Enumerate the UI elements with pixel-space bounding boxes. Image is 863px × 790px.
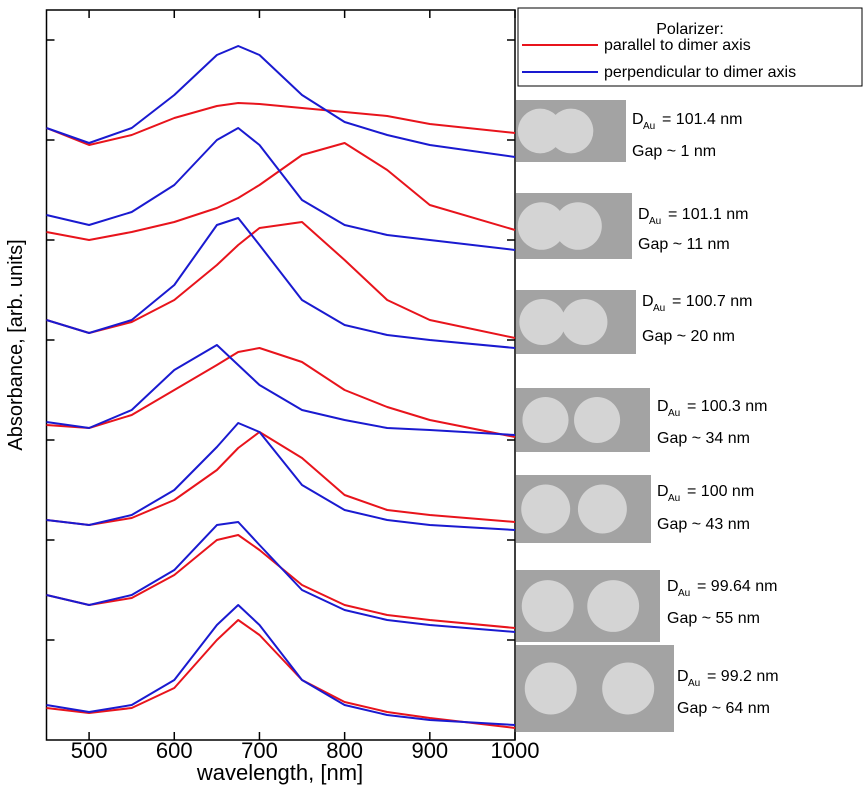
panel-gap: Gap ~ 20 nm [642,328,735,345]
particle [587,580,640,632]
panel-gap: Gap ~ 1 nm [632,143,716,160]
particle [602,662,655,715]
panel-gap: Gap ~ 64 nm [677,700,770,717]
panel-gap: Gap ~ 55 nm [667,610,760,627]
particle [554,202,602,250]
panel-diameter: = 100 nm [687,483,754,500]
plot-frame [45,9,516,741]
particle [517,108,563,154]
panel-diameter: = 100.3 nm [687,398,768,415]
panel-diameter: = 100.7 nm [672,293,753,310]
panel-sub: Au [688,678,700,689]
spectrum-line [46,422,516,531]
panel-sub: Au [678,588,690,599]
spectrum-line [46,142,516,241]
panel-symbol: D [657,398,669,415]
panel-symbol: D [657,483,669,500]
spectrum-line [46,344,516,436]
spectrum-line [46,619,516,729]
legend-label: perpendicular to dimer axis [604,64,796,81]
spectrum-line [46,347,516,438]
legend-title: Polarizer: [656,21,724,38]
panel-gap: Gap ~ 34 nm [657,430,750,447]
panel-symbol: D [642,293,654,310]
spectrum-line [46,221,516,339]
spectrum-line [46,217,516,349]
panel-sub: Au [668,493,680,504]
panel-sub: Au [649,216,661,227]
x-tick-label: 800 [326,738,363,763]
particle [577,484,627,534]
spectrum-line [46,45,516,158]
x-tick-label: 600 [156,738,193,763]
spectrum-line [46,534,516,629]
spectrum-line [46,521,516,633]
x-tick-label: 500 [71,738,108,763]
panel-gap: Gap ~ 43 nm [657,516,750,533]
x-tick-label: 700 [241,738,278,763]
particle [519,298,566,346]
y-axis-label: Absorbance, [arb. units] [5,239,27,450]
spectrum-line [46,102,516,146]
panel-symbol: D [677,668,689,685]
panel-symbol: D [638,206,650,223]
particle [574,396,621,444]
panel-sub: Au [653,303,665,314]
x-axis-label: wavelength, [nm] [196,760,363,785]
particle [521,580,574,632]
panel-diameter: = 101.1 nm [668,206,749,223]
panel-diameter: = 99.2 nm [707,668,779,685]
spectrum-line [46,431,516,526]
particle [521,484,571,534]
spectrum-line [46,127,516,251]
x-tick-label: 900 [411,738,448,763]
particle [522,396,569,444]
particle [524,662,577,715]
particle [561,298,608,346]
panel-symbol: D [667,578,679,595]
panel-gap: Gap ~ 11 nm [638,236,730,253]
particle [517,202,566,250]
panel-diameter: = 99.64 nm [697,578,778,595]
legend-label: parallel to dimer axis [604,37,751,54]
panel-symbol: D [632,111,644,128]
panel-sub: Au [668,408,680,419]
panel-diameter: = 101.4 nm [662,111,743,128]
particle [548,108,594,154]
panel-sub: Au [643,121,655,132]
spectrum-line [46,604,516,726]
x-tick-label: 1000 [491,738,540,763]
